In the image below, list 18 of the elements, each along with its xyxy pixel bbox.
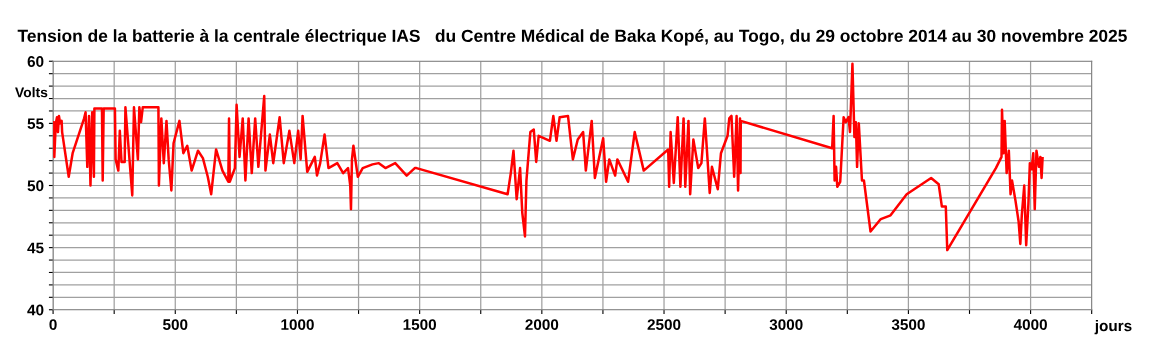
x-tick-label: 1500	[403, 319, 437, 330]
line-series	[53, 62, 1044, 252]
x-tick-label: 3000	[769, 319, 803, 331]
y-tick-label: 60	[27, 56, 44, 67]
y-tick-label: 45	[27, 242, 44, 254]
x-tick-label: 3500	[891, 319, 925, 331]
x-tick-label: 0	[49, 319, 57, 330]
y-axis-title: Volts	[15, 87, 48, 98]
y-tick-label: 50	[27, 180, 44, 192]
x-tick-label: 2000	[525, 319, 559, 330]
y-tick-label: 55	[27, 118, 44, 130]
y-tick-label: 40	[27, 304, 44, 316]
x-tick-label: 500	[163, 319, 188, 330]
chart-title: Tension de la batterie à la centrale électrique IAS du Centre Médical de Baka Kopé, au Togo, du 29 octobre 2014 au 30 novembre 2025	[17, 29, 1127, 46]
x-tick-label: 1000	[281, 319, 314, 330]
x-tick-label: 4000	[1013, 319, 1047, 330]
x-tick-label: 2500	[647, 319, 681, 330]
x-axis-title: jours	[1094, 320, 1132, 335]
